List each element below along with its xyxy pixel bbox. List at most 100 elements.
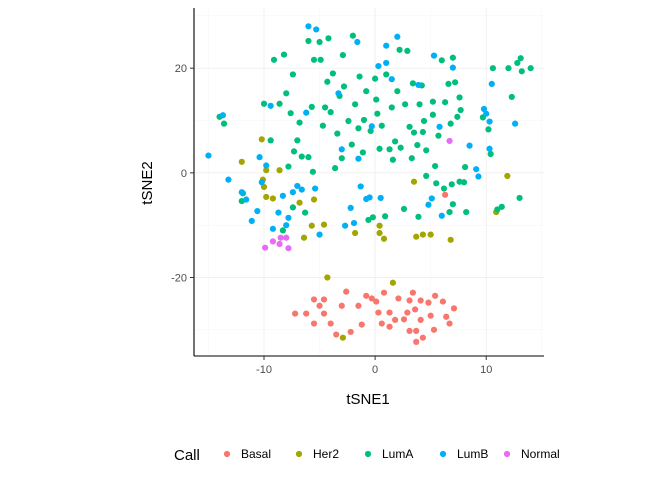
point-luma: [290, 148, 298, 155]
point-basal: [409, 289, 416, 296]
point-basal: [430, 326, 438, 333]
plot-panel: [193, 8, 544, 357]
y-axis-ticks: -20 0 20: [171, 63, 194, 285]
point-luma: [392, 138, 399, 145]
point-luma: [360, 116, 368, 124]
point-luma: [456, 94, 463, 101]
point-her2: [308, 222, 315, 229]
point-basal: [310, 320, 318, 327]
point-luma: [356, 73, 363, 80]
point-her2: [339, 334, 346, 341]
point-normal: [269, 238, 276, 245]
point-normal: [446, 137, 453, 145]
point-basal: [355, 302, 362, 309]
point-luma: [322, 104, 329, 111]
point-luma: [383, 71, 390, 78]
legend-item-her2: Her2: [295, 447, 339, 461]
point-luma: [414, 142, 421, 149]
point-lumb: [383, 42, 390, 49]
point-her2: [380, 235, 388, 242]
point-luma: [394, 88, 401, 95]
point-basal: [338, 302, 345, 309]
major-gridlines: [194, 8, 544, 356]
point-lumb: [428, 195, 435, 202]
point-lumb: [269, 225, 276, 232]
point-lumb: [254, 207, 261, 215]
point-luma: [416, 101, 423, 108]
x-tick-label: -10: [256, 364, 272, 376]
point-lumb: [354, 38, 361, 46]
point-luma: [369, 214, 376, 221]
point-her2: [389, 279, 396, 286]
point-luma: [325, 35, 332, 42]
point-basal: [425, 299, 432, 306]
y-axis-title: tSNE2: [139, 161, 156, 204]
point-luma: [280, 51, 288, 58]
point-luma: [355, 125, 362, 132]
point-luma: [359, 149, 366, 156]
point-luma: [527, 65, 534, 72]
point-luma: [457, 106, 464, 114]
point-basal: [432, 292, 439, 299]
point-lumb: [480, 105, 488, 113]
point-luma: [508, 93, 515, 101]
point-basal: [442, 191, 449, 198]
legend-label-basal: Basal: [241, 447, 271, 461]
point-basal: [439, 298, 446, 305]
point-lumb: [258, 179, 265, 186]
point-basal: [380, 289, 388, 296]
point-her2: [258, 136, 265, 143]
point-luma: [440, 185, 448, 192]
point-lumb: [368, 123, 375, 130]
point-luma: [372, 75, 379, 82]
point-basal: [327, 320, 334, 327]
point-lumb: [313, 26, 320, 33]
point-basal: [406, 297, 413, 304]
point-luma: [423, 147, 430, 154]
point-lumb: [335, 90, 342, 97]
point-luma: [348, 141, 355, 148]
legend-item-normal: Normal: [503, 447, 560, 461]
point-her2: [376, 229, 383, 237]
point-basal: [303, 310, 310, 317]
point-her2: [300, 234, 308, 241]
point-normal: [276, 240, 283, 248]
point-normal: [262, 244, 269, 251]
point-basal: [320, 296, 328, 303]
point-luma: [289, 71, 296, 78]
point-luma: [283, 90, 290, 97]
point-lumb: [243, 196, 250, 203]
legend-key-luma: [364, 450, 372, 458]
point-basal: [386, 323, 393, 330]
point-luma: [294, 137, 301, 144]
point-luma: [363, 88, 370, 95]
point-basal: [343, 288, 350, 295]
legend-label-normal: Normal: [521, 447, 560, 461]
point-luma: [298, 153, 305, 160]
point-basal: [412, 306, 419, 313]
x-tick-label: 0: [372, 364, 378, 376]
point-lumb: [355, 155, 362, 162]
point-luma: [448, 181, 455, 188]
point-luma: [386, 146, 393, 153]
point-basal: [368, 295, 375, 302]
point-luma: [429, 98, 436, 105]
point-lumb: [475, 173, 482, 180]
legend-label-lumb: LumB: [457, 447, 488, 461]
point-luma: [316, 38, 323, 46]
point-lumb: [483, 110, 490, 117]
point-luma: [317, 56, 324, 63]
point-luma: [454, 113, 461, 120]
point-basal: [406, 327, 413, 334]
point-luma: [338, 155, 345, 162]
legend-key-lumb: [439, 450, 447, 458]
point-luma: [319, 122, 326, 129]
point-lumb: [438, 212, 445, 219]
point-luma: [378, 122, 385, 129]
point-lumb: [486, 118, 493, 125]
point-lumb: [415, 81, 422, 89]
point-basal: [392, 316, 399, 323]
data-points: [205, 23, 534, 345]
point-luma: [432, 162, 439, 170]
point-luma: [367, 127, 374, 135]
